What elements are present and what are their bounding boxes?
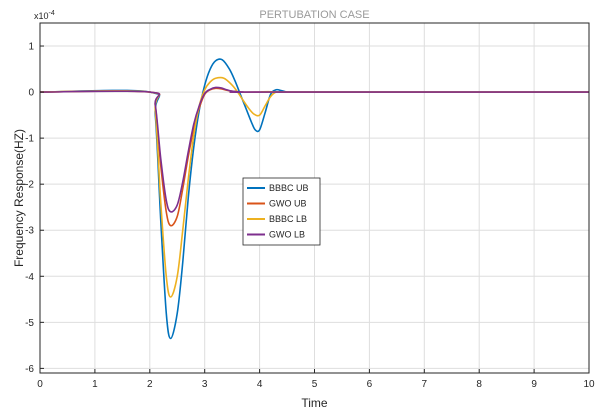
x-tick-label: 1 xyxy=(92,379,98,390)
x-tick-label: 6 xyxy=(367,379,373,390)
x-tick-label: 0 xyxy=(37,379,43,390)
x-axis-title: Time xyxy=(301,396,328,410)
tick-layer: 0 1 2 3 4 5 6 7 8 9 10 -6 -5 -4 -3 -2 -1 0 1 xyxy=(25,42,595,390)
y-tick-label: 0 xyxy=(28,88,34,99)
chart-title: PERTUBATION CASE xyxy=(259,9,369,21)
legend-label: BBBC UB xyxy=(269,183,309,193)
x-tick-label: 10 xyxy=(583,379,595,390)
x-tick-label: 5 xyxy=(312,379,318,390)
y-axis-exponent: x10-4 xyxy=(34,10,55,21)
y-tick-label: -4 xyxy=(25,272,34,283)
y-tick-label: -1 xyxy=(25,134,34,145)
x-tick-label: 9 xyxy=(531,379,537,390)
legend-label: GWO UB xyxy=(269,199,307,209)
y-tick-label: -6 xyxy=(25,364,34,375)
x-tick-label: 7 xyxy=(422,379,428,390)
legend-label: GWO LB xyxy=(269,230,305,240)
y-tick-label: 1 xyxy=(28,42,34,53)
x-tick-label: 8 xyxy=(476,379,482,390)
y-tick-label: -5 xyxy=(25,318,34,329)
x-tick-label: 2 xyxy=(147,379,153,390)
y-tick-label: -3 xyxy=(25,226,34,237)
x-tick-label: 3 xyxy=(202,379,208,390)
y-tick-label: -2 xyxy=(25,180,34,191)
series-line-gwo-lb xyxy=(39,86,589,213)
y-axis-title: Frequency Response(HZ) xyxy=(12,129,26,267)
series-line-bbbc-ub xyxy=(39,58,589,340)
x-tick-label: 4 xyxy=(257,379,263,390)
series-line-bbbc-lb xyxy=(39,76,589,298)
legend-label: BBBC LB xyxy=(269,214,307,224)
series-layer xyxy=(39,58,589,340)
legend: BBBC UB GWO UB BBBC LB GWO LB xyxy=(242,177,321,246)
